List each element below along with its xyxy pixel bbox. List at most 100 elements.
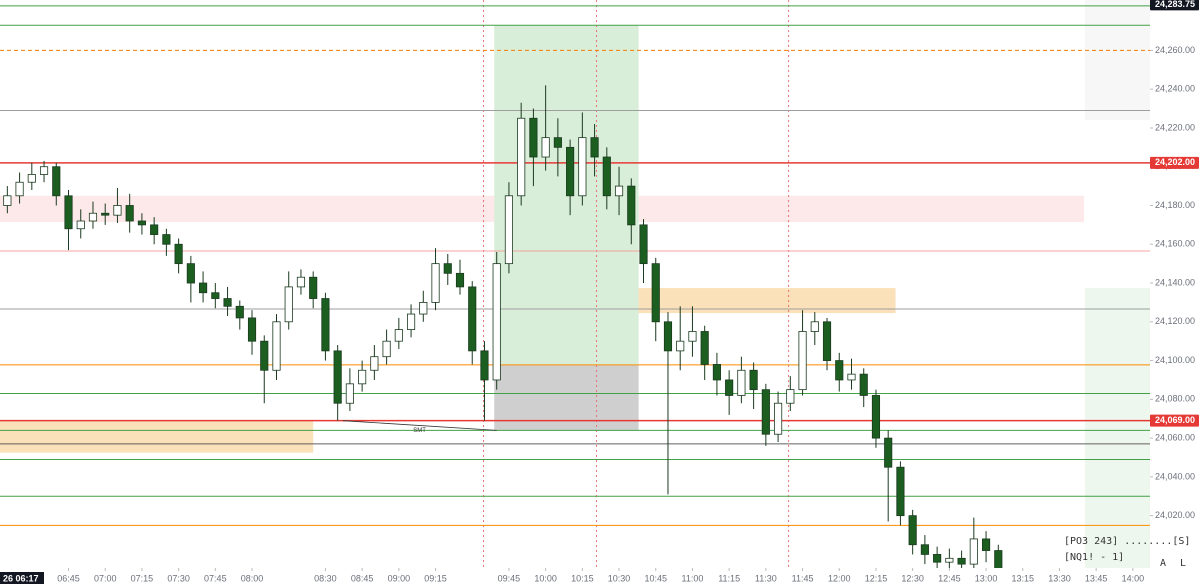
candle-body xyxy=(3,195,12,206)
button[interactable]: L xyxy=(1180,558,1186,569)
candle-body xyxy=(847,373,856,381)
candle-body xyxy=(358,369,367,385)
x-tick-label: 08:00 xyxy=(241,573,264,583)
candle-body xyxy=(529,117,538,158)
candle-body xyxy=(321,298,330,352)
candle-body xyxy=(296,276,306,288)
candle-body xyxy=(370,356,379,371)
price-badge-label: 24,283.75 xyxy=(1155,0,1195,9)
x-tick-label: 08:30 xyxy=(314,573,337,583)
price-badge xyxy=(1150,0,1199,11)
x-tick-label: 09:00 xyxy=(388,573,411,583)
candle-body xyxy=(272,321,281,371)
panel-text: [NQ1! - 1] xyxy=(1064,552,1124,563)
candle-body xyxy=(345,383,354,404)
y-tick-label: 24,060.00 xyxy=(1155,432,1195,442)
x-tick-label: 06:45 xyxy=(57,573,80,583)
candle-body xyxy=(859,373,868,396)
candle-body xyxy=(981,538,991,551)
candle-body xyxy=(737,369,746,396)
x-tick-label: 13:30 xyxy=(1048,573,1071,583)
candle-body xyxy=(896,466,905,517)
stop-box xyxy=(494,364,639,431)
candle-body xyxy=(614,185,624,197)
candle-body xyxy=(235,305,244,319)
candle-body xyxy=(382,340,391,358)
button[interactable]: A xyxy=(1160,558,1166,569)
y-tick-label: 24,240.00 xyxy=(1155,84,1195,94)
candle-body xyxy=(468,286,477,352)
candle-body xyxy=(406,313,416,330)
candle-body xyxy=(933,554,942,563)
x-tick-label: 13:00 xyxy=(975,573,998,583)
candle-body xyxy=(627,185,636,226)
x-tick-label: 09:15 xyxy=(424,573,447,583)
candle-body xyxy=(137,220,146,226)
x-tick-label: 10:45 xyxy=(644,573,667,583)
x-tick-label: 07:45 xyxy=(204,573,227,583)
price-badge-label: 24,202.00 xyxy=(1155,157,1195,167)
price-badge-label: 24,069.00 xyxy=(1155,415,1195,425)
candle-body xyxy=(186,263,195,284)
candle-body xyxy=(88,212,98,222)
candle-body xyxy=(76,220,85,230)
y-tick-label: 24,080.00 xyxy=(1155,394,1195,404)
x-tick-label: 12:00 xyxy=(828,573,851,583)
candle-body xyxy=(333,350,342,404)
time-badge-label: 26 06:17 xyxy=(3,573,39,583)
candle-body xyxy=(64,195,73,230)
side-box xyxy=(1085,0,1150,120)
y-tick-label: 24,040.00 xyxy=(1155,471,1195,481)
candle-body xyxy=(247,317,257,342)
x-tick-label: 07:30 xyxy=(167,573,190,583)
candle-body xyxy=(957,557,966,565)
x-tick-label: 11:15 xyxy=(718,573,740,583)
candle-body xyxy=(602,156,611,197)
y-tick-label: 24,160.00 xyxy=(1155,239,1195,249)
candle-body xyxy=(810,321,819,332)
candle-body xyxy=(223,298,232,307)
candle-body xyxy=(908,515,917,546)
candle-body xyxy=(211,292,220,299)
candle-body xyxy=(101,212,110,216)
candle-body xyxy=(639,224,648,265)
y-tick-label: 24,260.00 xyxy=(1155,45,1195,55)
x-tick-label: 13:15 xyxy=(1012,573,1035,583)
time-axis xyxy=(0,568,1150,584)
x-tick-label: 11:00 xyxy=(682,573,704,583)
candle-body xyxy=(822,321,832,361)
price-axis xyxy=(1150,0,1199,584)
candle-body xyxy=(174,243,183,265)
candle-body xyxy=(553,137,562,148)
candle-body xyxy=(492,263,501,381)
time-badge xyxy=(0,572,44,584)
candle-body xyxy=(871,395,881,439)
y-tick-label: 24,140.00 xyxy=(1155,277,1195,287)
candle-body xyxy=(260,340,269,371)
price-badge xyxy=(1150,414,1199,427)
x-tick-label: 10:00 xyxy=(534,573,557,583)
candle-body xyxy=(578,137,587,197)
candle-body xyxy=(541,137,550,158)
candle-body xyxy=(15,181,24,197)
candle-body xyxy=(566,146,575,197)
candle-body xyxy=(712,364,721,381)
candle-body xyxy=(835,360,844,381)
candle-body xyxy=(443,263,452,274)
candle-body xyxy=(761,389,770,435)
y-tick-label: 24,220.00 xyxy=(1155,122,1195,132)
candle-body xyxy=(394,329,403,342)
x-tick-label: 12:30 xyxy=(901,573,924,583)
candle-body xyxy=(725,379,734,396)
candle-body xyxy=(27,174,36,183)
candle-body xyxy=(749,369,758,391)
y-tick-label: 24,100.00 xyxy=(1155,355,1195,365)
candle-body xyxy=(969,538,978,565)
zone xyxy=(0,420,314,453)
candle-body xyxy=(663,321,673,352)
candle-body xyxy=(52,166,61,197)
candle-body xyxy=(688,331,697,342)
annotation: SMT xyxy=(413,428,426,434)
candle-body xyxy=(150,224,159,235)
plot-area: SMT xyxy=(0,0,1150,568)
